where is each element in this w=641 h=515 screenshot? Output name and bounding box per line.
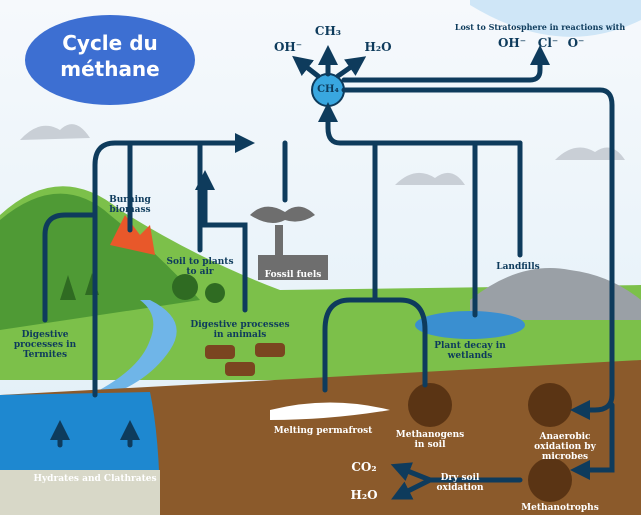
process-label: Digestive processes in animals <box>185 320 295 340</box>
process-label: Melting permafrost <box>268 426 378 436</box>
process-label: Burning biomass <box>100 195 160 215</box>
soil-product: CO₂ <box>351 460 376 474</box>
process-label: Fossil fuels <box>253 270 333 280</box>
product: H₂O <box>364 40 391 54</box>
ion: OH⁻ <box>498 36 526 50</box>
process-label: Digestive processes in Termites <box>5 330 85 360</box>
title: Cycle du méthane <box>30 30 190 82</box>
wetland <box>415 311 525 339</box>
process-label: Soil to plants to air <box>165 257 235 277</box>
process-label: Landfills <box>478 262 558 272</box>
process-label: Methanotrophs <box>510 503 610 513</box>
soil-product: H₂O <box>350 488 377 502</box>
diagram: Cycle du méthane CH₄ OH⁻ CH₃ H₂O Lost to… <box>0 0 641 515</box>
process-label: Plant decay in wetlands <box>425 341 515 361</box>
product: OH⁻ <box>274 40 302 54</box>
stratosphere-caption: Lost to Stratosphere in reactions with <box>440 22 640 32</box>
process-label: Methanogens in soil <box>390 430 470 450</box>
product: CH₃ <box>315 24 341 38</box>
ch4-label: CH₄ <box>317 84 339 95</box>
ion: O⁻ <box>568 36 585 50</box>
process-label: Anaerobic oxidation by microbes <box>515 432 615 462</box>
process-label: Hydrates and Clathrates <box>20 474 170 484</box>
process-label: Dry soil oxidation <box>425 473 495 493</box>
ion: Cl⁻ <box>538 36 558 50</box>
